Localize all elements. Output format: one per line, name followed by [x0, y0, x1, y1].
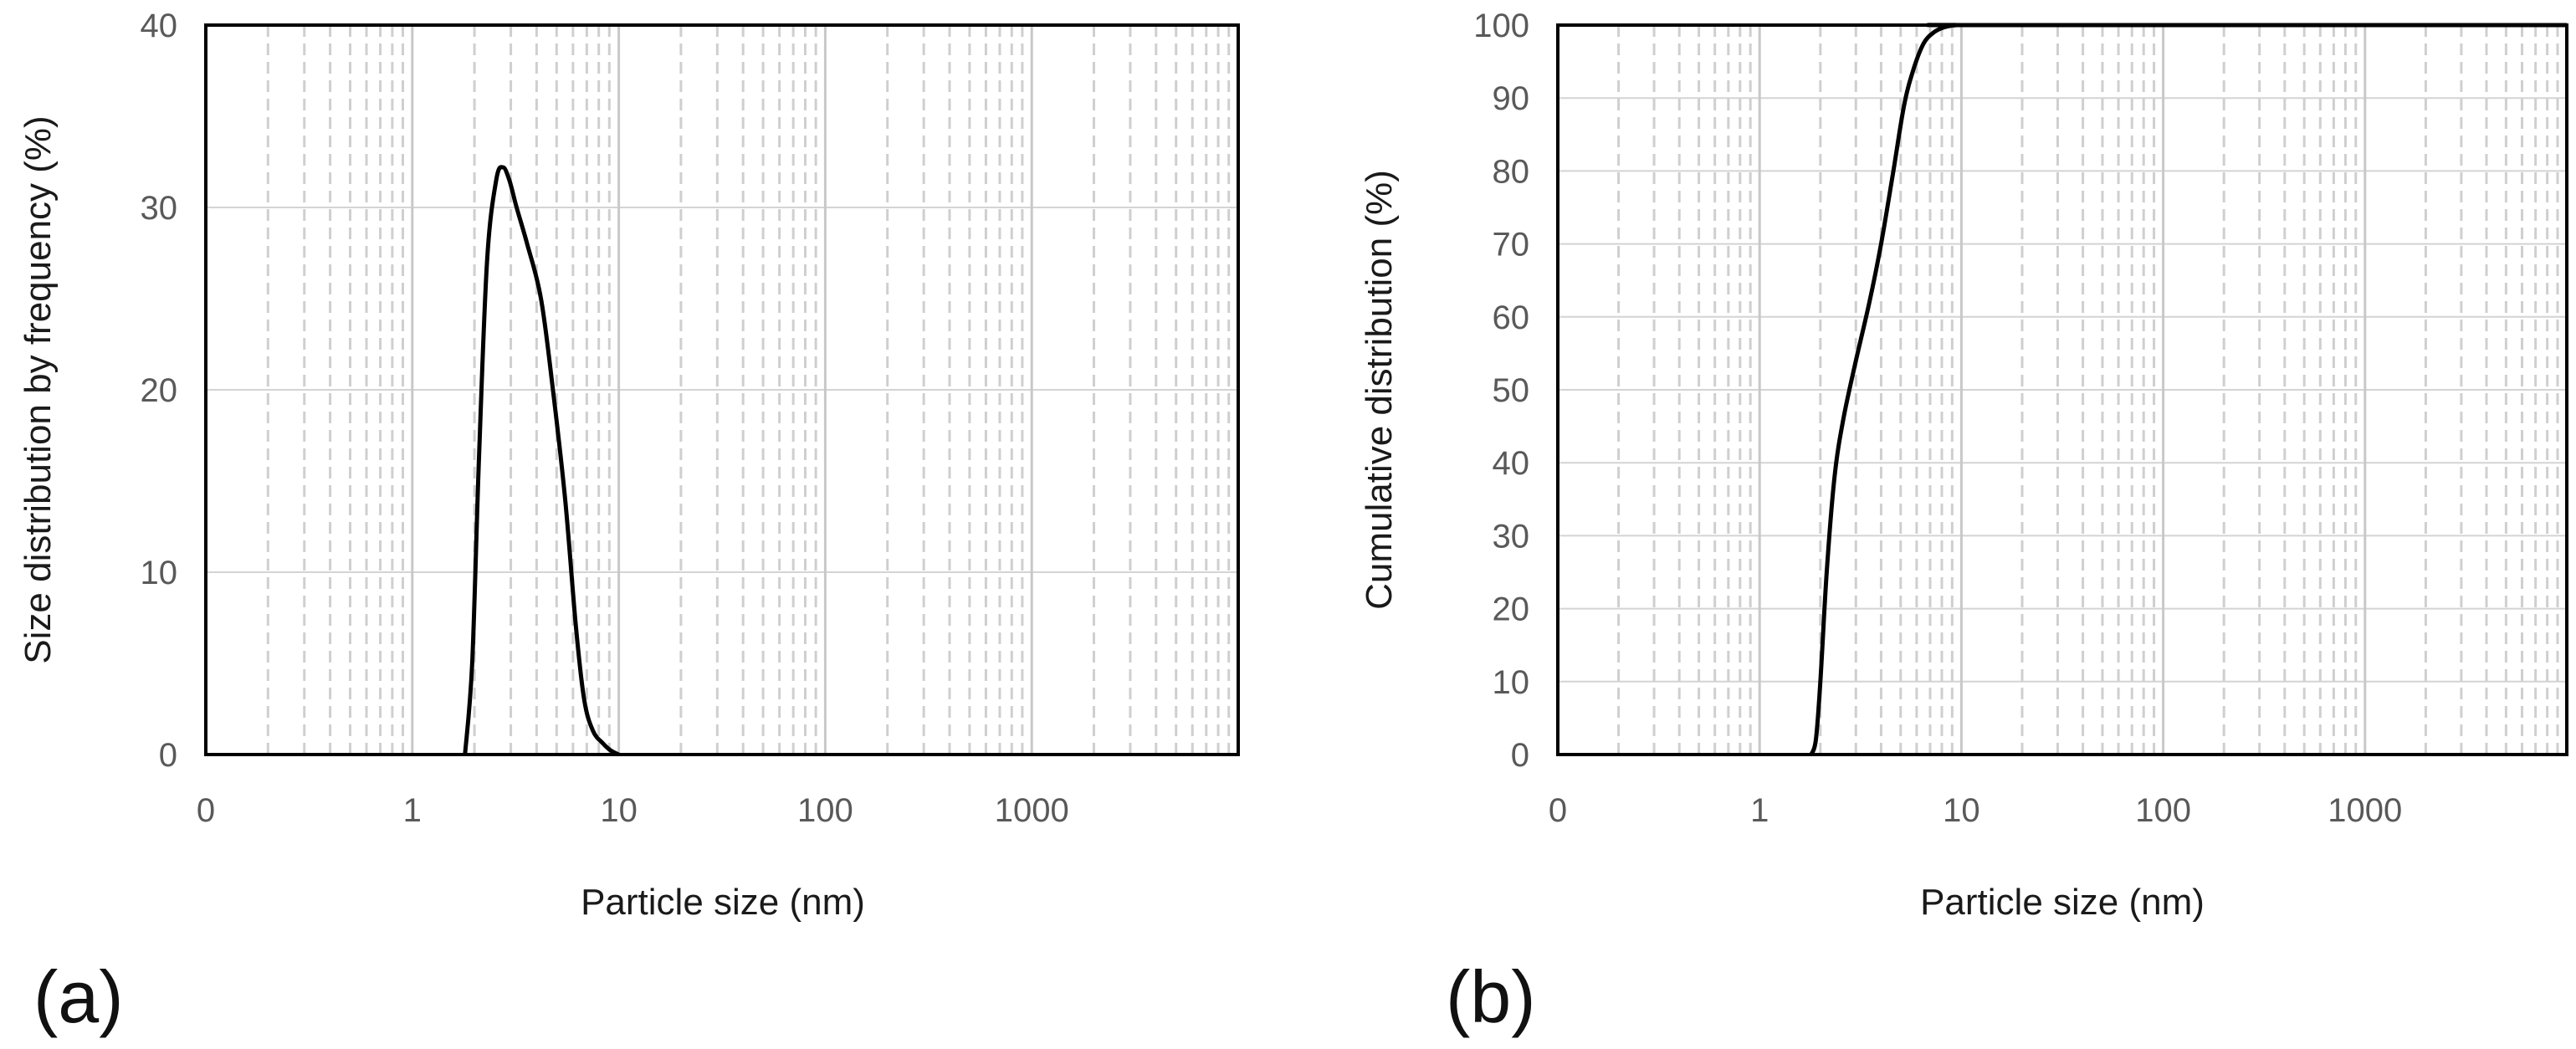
y-tick-label: 20 — [141, 372, 178, 409]
series-line — [463, 165, 620, 757]
y-tick-label: 70 — [1493, 227, 1530, 264]
y-tick-label: 90 — [1493, 80, 1530, 117]
chart-panel-a: 0 1 10 100 1000 0 10 20 30 40 Particle size (nm) Si… — [18, 8, 1240, 1038]
x-tick-label: 10 — [1943, 792, 1980, 829]
y-tick-label: 30 — [141, 190, 178, 227]
y-tick-label: 0 — [1511, 737, 1529, 774]
y-tick-label: 60 — [1493, 299, 1530, 336]
y-tick-label: 80 — [1493, 153, 1530, 190]
x-tick-label: 10 — [600, 792, 638, 829]
y-tick-label: 30 — [1493, 518, 1530, 555]
y-tick-label: 50 — [1493, 372, 1530, 409]
plot-frame — [204, 23, 1240, 756]
y-tick-label: 40 — [141, 8, 178, 44]
panel-label: (b) — [1446, 955, 1536, 1038]
x-tick-label: 0 — [197, 792, 215, 829]
y-axis-title: Size distribution by frequency (%) — [18, 115, 59, 663]
x-axis-title: Particle size (nm) — [581, 882, 865, 923]
panel-label: (a) — [33, 955, 124, 1038]
x-tick-label: 1 — [1750, 792, 1769, 829]
y-tick-label: 100 — [1473, 8, 1529, 44]
x-tick-label: 1 — [403, 792, 422, 829]
chart-panel-b: 0 1 10 100 1000 0 10 20 30 40 50 60 70 80 90 100 Particl… — [1359, 8, 2568, 1038]
x-tick-label: 1000 — [995, 792, 1069, 829]
y-tick-label: 20 — [1493, 591, 1530, 628]
x-axis-title: Particle size (nm) — [1920, 882, 2205, 923]
x-tick-label: 100 — [797, 792, 853, 829]
x-tick-label: 100 — [2135, 792, 2191, 829]
y-axis-title: Cumulative distribution (%) — [1359, 170, 1400, 610]
y-tick-label: 10 — [141, 555, 178, 591]
series-line — [1809, 23, 2567, 755]
y-tick-label: 0 — [159, 737, 177, 774]
x-tick-label: 1000 — [2328, 792, 2402, 829]
y-tick-label: 40 — [1493, 445, 1530, 482]
y-tick-label: 10 — [1493, 664, 1530, 701]
x-tick-label: 0 — [1549, 792, 1567, 829]
